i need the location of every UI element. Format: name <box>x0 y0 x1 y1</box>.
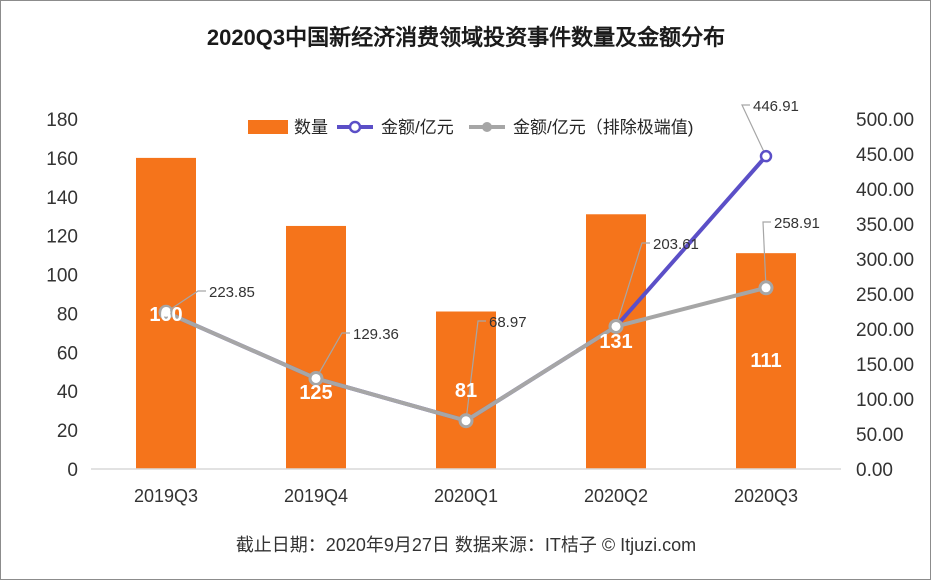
right-tick-label: 200.00 <box>856 320 914 341</box>
bar <box>286 225 346 469</box>
leader-line <box>741 104 767 157</box>
bar-value-label: 111 <box>750 350 781 372</box>
bar-value-label: 81 <box>455 380 477 402</box>
left-tick-label: 180 <box>46 110 78 131</box>
point-amount-excl <box>458 413 474 429</box>
line-value-label: 129.36 <box>353 326 399 343</box>
right-tick-label: 100.00 <box>856 390 914 411</box>
right-tick-label: 50.00 <box>856 425 904 446</box>
legend: 数量 金额/亿元 金额/亿元（排除极端值) <box>248 118 693 137</box>
leader-lines <box>165 104 771 421</box>
left-tick-label: 120 <box>46 227 78 248</box>
point-amount-excl <box>608 318 624 334</box>
x-tick-label: 2019Q3 <box>134 486 198 506</box>
bar-value-label: 131 <box>599 331 632 353</box>
line-value-label: 223.85 <box>209 284 255 301</box>
leader-line <box>165 290 206 313</box>
x-tick-label: 2020Q3 <box>734 486 798 506</box>
point-amount-excl <box>758 280 774 296</box>
bar-value-label: 160 <box>149 304 182 326</box>
right-tick-label: 500.00 <box>856 110 914 131</box>
right-tick-label: 0.00 <box>856 460 893 481</box>
left-tick-label: 140 <box>46 188 78 209</box>
line-series <box>158 149 774 429</box>
point-amount-excl <box>158 304 174 320</box>
leader-line <box>465 320 486 421</box>
left-tick-label: 20 <box>57 421 78 442</box>
left-axis: 0 20 40 60 80 100 120 140 160 180 <box>46 110 78 481</box>
bar-value-label: 125 <box>299 382 332 404</box>
right-axis: 0.00 50.00 100.00 150.00 200.00 250.00 300.00 3… <box>856 110 914 481</box>
legend-label-amount: 金额/亿元 <box>381 118 454 137</box>
bar-series <box>136 157 796 469</box>
legend-marker-bar <box>248 120 288 134</box>
left-tick-label: 60 <box>57 343 78 364</box>
right-tick-label: 300.00 <box>856 250 914 271</box>
left-tick-label: 100 <box>46 266 78 287</box>
right-tick-label: 400.00 <box>856 180 914 201</box>
right-tick-label: 450.00 <box>856 145 914 166</box>
legend-label-count: 数量 <box>294 118 328 137</box>
x-axis: 2019Q3 2019Q4 2020Q1 2020Q2 2020Q3 <box>91 468 841 506</box>
line-value-label: 258.91 <box>774 215 820 232</box>
legend-marker-dot-amount <box>348 120 362 134</box>
leader-line <box>315 332 350 379</box>
left-tick-label: 0 <box>67 460 78 481</box>
legend-marker-dot-amount-excl <box>482 122 492 132</box>
left-tick-label: 160 <box>46 149 78 170</box>
point-amount <box>759 149 773 163</box>
x-tick-label: 2020Q2 <box>584 486 648 506</box>
left-tick-label: 40 <box>57 382 78 403</box>
bar <box>436 311 496 469</box>
x-tick-label: 2019Q4 <box>284 486 348 506</box>
line-value-label: 446.91 <box>753 98 799 115</box>
point-amount-excl <box>308 370 324 386</box>
right-tick-label: 350.00 <box>856 215 914 236</box>
right-tick-label: 150.00 <box>856 355 914 376</box>
leader-line <box>615 242 650 327</box>
x-tick-label: 2020Q1 <box>434 486 498 506</box>
legend-label-amount-excl: 金额/亿元（排除极端值) <box>513 118 693 137</box>
line-value-label: 68.97 <box>489 314 527 331</box>
data-labels: 223.85 129.36 68.97 203.61 446.91 258.91 160 12… <box>149 98 820 404</box>
footer-source: 截止日期：2020年9月27日 数据来源：IT桔子 © Itjuzi.com <box>236 535 696 555</box>
leader-line <box>762 221 771 288</box>
bar <box>586 214 646 469</box>
line-value-label: 203.61 <box>653 236 699 253</box>
chart-title: 2020Q3中国新经济消费领域投资事件数量及金额分布 <box>207 25 725 50</box>
right-tick-label: 250.00 <box>856 285 914 306</box>
left-tick-label: 80 <box>57 304 78 325</box>
